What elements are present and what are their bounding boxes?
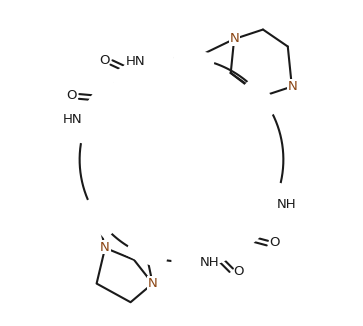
Text: HN: HN: [126, 54, 146, 67]
Text: N: N: [229, 32, 239, 45]
Text: O: O: [99, 54, 109, 67]
Text: N: N: [148, 277, 158, 290]
Text: O: O: [233, 265, 243, 278]
Text: N: N: [287, 80, 297, 93]
Text: HN: HN: [63, 112, 82, 126]
Text: N: N: [100, 241, 110, 254]
Text: NH: NH: [200, 256, 220, 269]
Text: O: O: [270, 236, 280, 249]
Text: O: O: [66, 89, 77, 102]
Text: NH: NH: [277, 198, 296, 211]
